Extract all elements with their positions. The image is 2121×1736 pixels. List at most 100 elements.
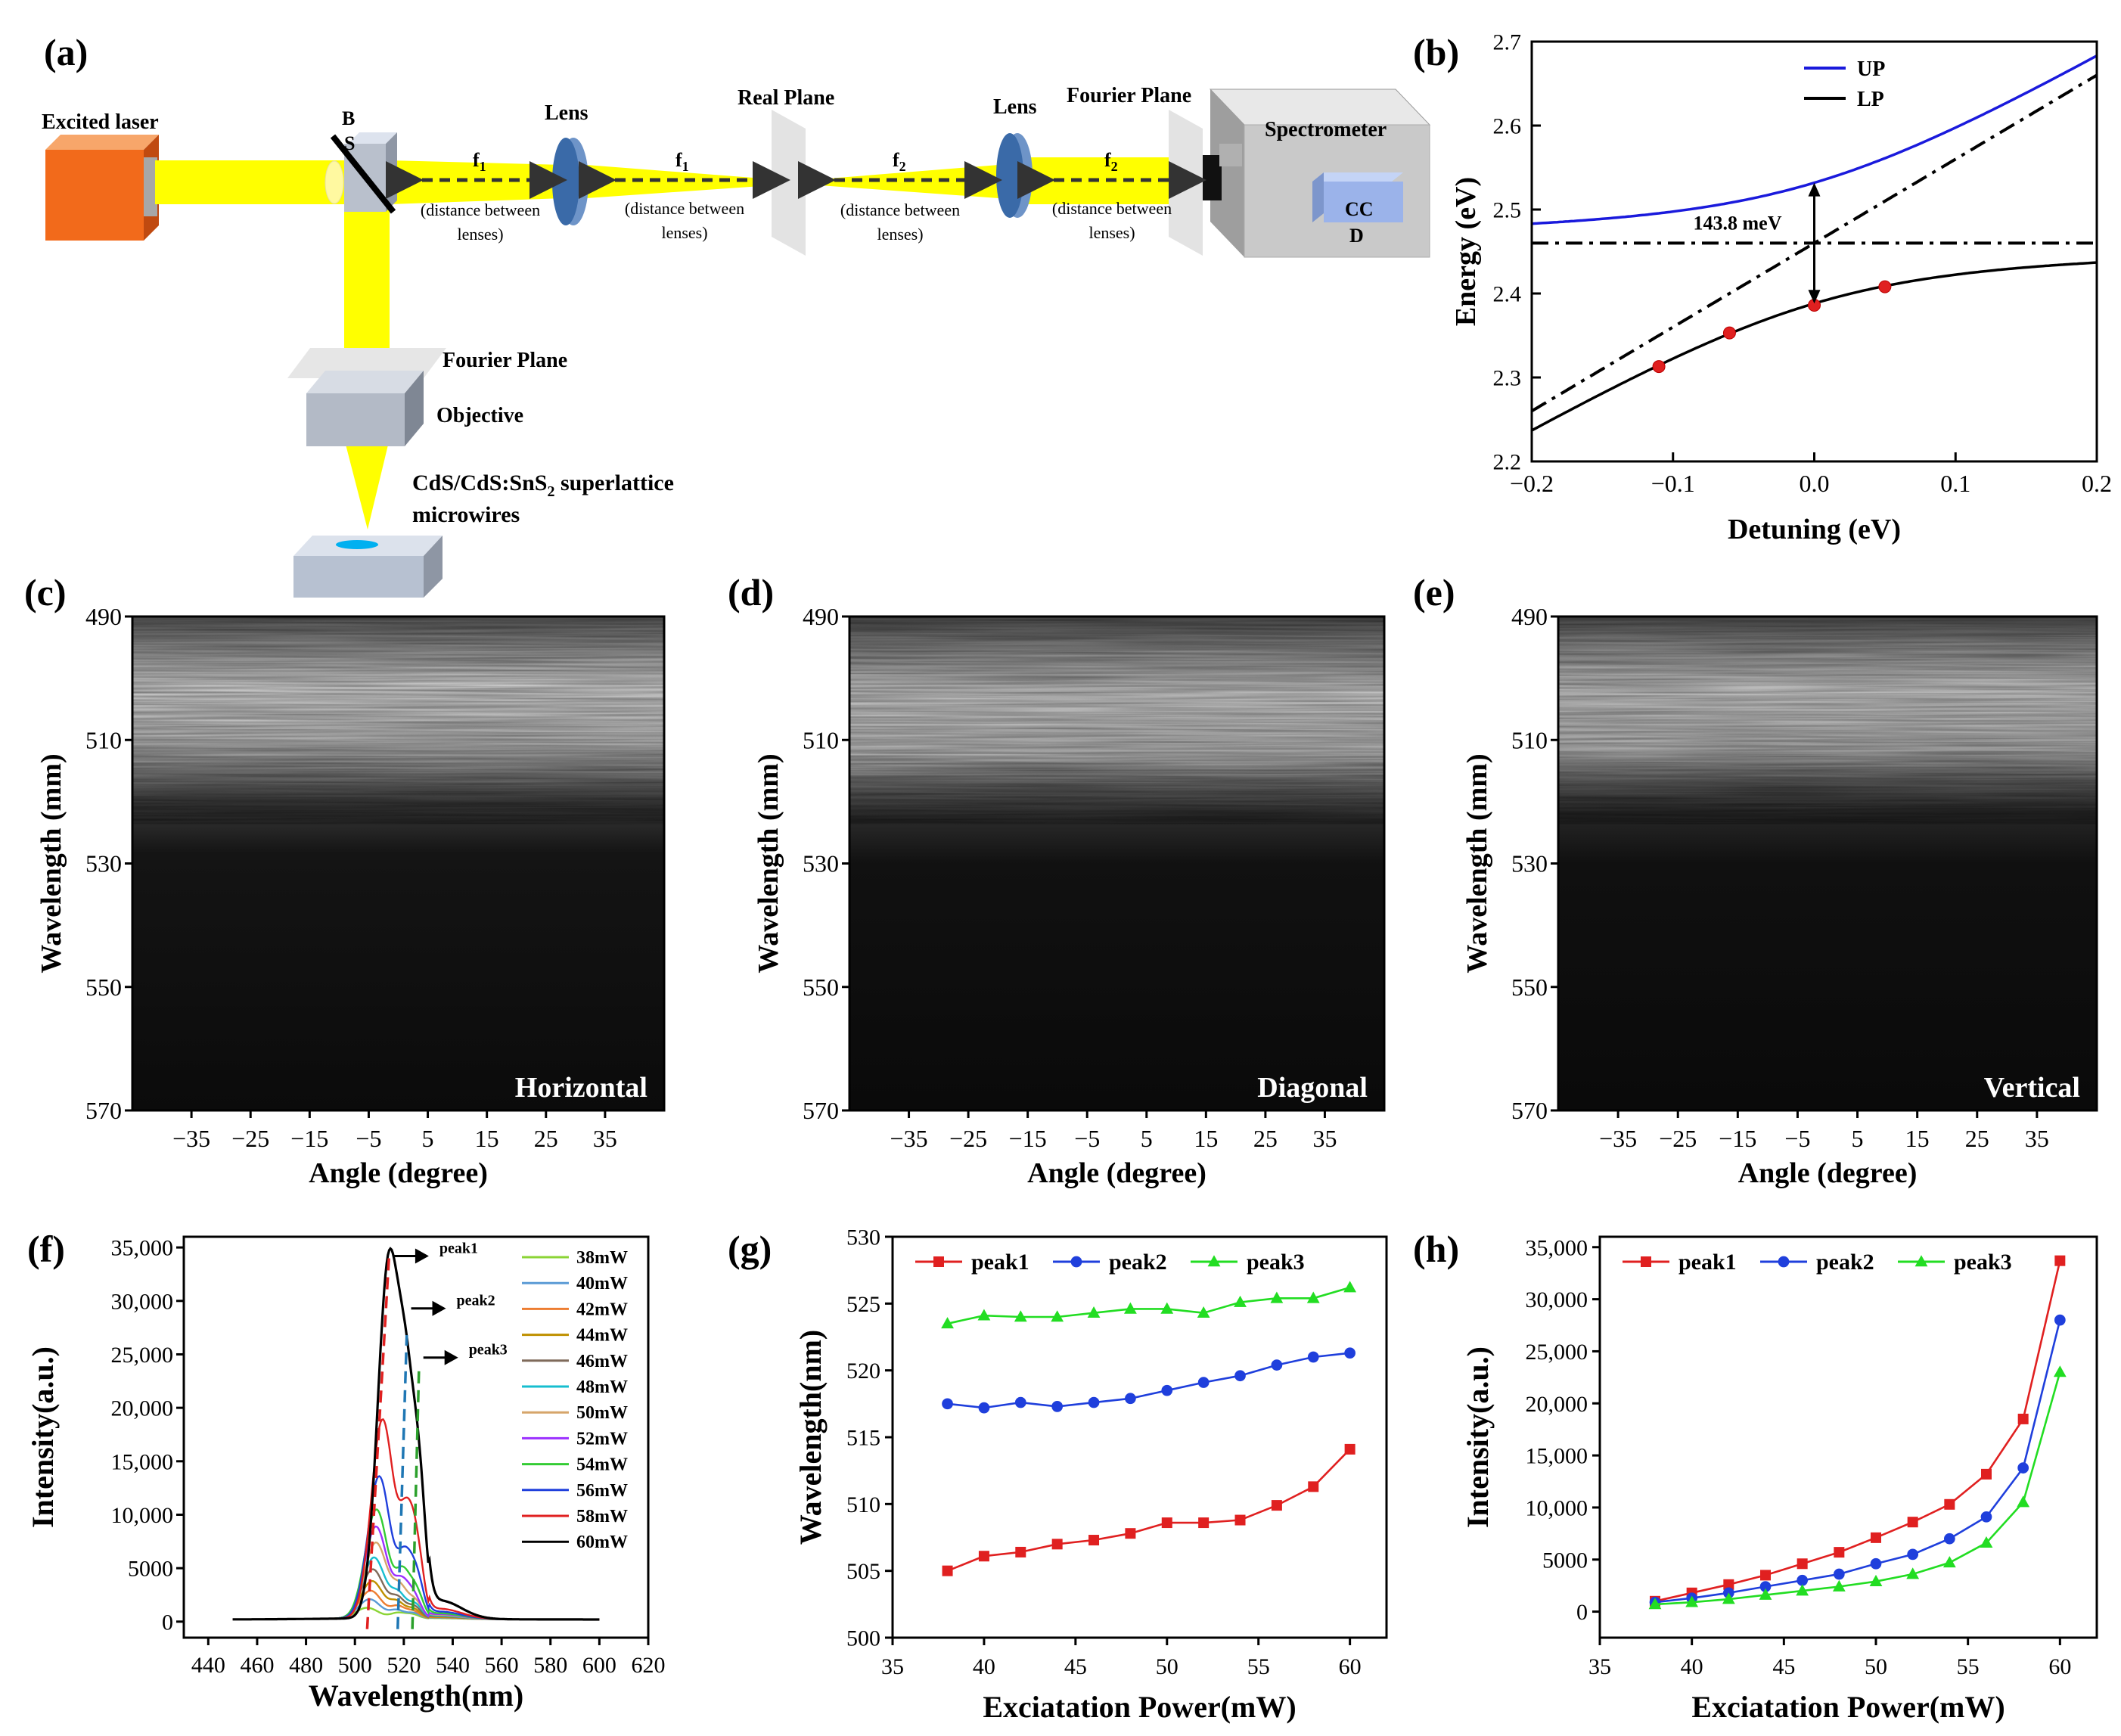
h-peak1-point [2017,1413,2029,1424]
g-peak2-point [978,1402,990,1414]
f-legend-label: 58mW [576,1507,628,1526]
h-peak3-point [1722,1592,1735,1604]
g-ytick-label: 525 [846,1292,880,1317]
excited-laser-label: Excited laser [42,110,159,134]
e-ytick-label: 510 [1511,726,1548,753]
e-xtick-label: 25 [1965,1125,1989,1152]
sample-label-line1: CdS/CdS:SnS2 superlattice [412,470,674,500]
h-ytick-label: 0 [1576,1600,1588,1625]
h-peak2-point [1796,1574,1809,1586]
excited-laser-box [45,135,159,241]
sample-substrate [293,536,443,598]
e-heatmap-texture [1558,616,2097,825]
panel-label-c: (c) [24,571,67,613]
f-spectrum-line [232,1247,600,1621]
h-peak2-point [1759,1581,1772,1592]
e-ytick-label: 550 [1511,974,1548,1001]
b-rabi-arrow-head-down [1808,290,1821,304]
b-ytick-label: 2.7 [1493,30,1522,55]
e-xtick-label: 35 [2025,1125,2049,1152]
c-xtick-label: −25 [231,1125,269,1152]
d-xtick-label: −5 [1074,1125,1100,1152]
dist-note-1b: lenses) [457,225,503,244]
f-peak2-label: peak2 [457,1293,495,1309]
c-ytick-label: 550 [85,974,122,1001]
h-legend-marker [1778,1256,1790,1268]
b-photon-line [1530,73,2098,413]
sample-post: superlattice [554,470,673,495]
h-series-peak3 [1654,1371,2061,1606]
g-ytick-label: 515 [846,1426,880,1451]
g-peak2-point [1161,1384,1173,1396]
f-spectrum-line [232,1541,600,1621]
g-peak2-point [1344,1347,1356,1359]
panel-b: (b) 143.8 meV −0.2 −0.1 0.0 0.1 0.2 2.2 2.3 2.4 2… [1413,30,2112,546]
h-peak2-point [1943,1533,1955,1545]
lens-2 [996,133,1033,218]
f1-sub-b: 1 [682,159,689,174]
g-peak2-point [1088,1396,1100,1408]
dist-note-4b: lenses) [1088,223,1135,242]
b-xtick-label: −0.2 [1510,470,1554,497]
panel-label-b: (b) [1413,31,1459,73]
b-ytick-label: 2.2 [1493,450,1522,475]
f-ytick-label: 30,000 [111,1289,174,1314]
fourier-plane-plate-top [1169,110,1203,256]
h-xtick-label: 55 [1957,1654,1980,1679]
f-xtick-label: 520 [387,1653,421,1678]
f-peak-guide [396,1334,408,1629]
f-ytick-label: 20,000 [111,1396,174,1421]
h-series-peak2 [1654,1319,2061,1604]
c-yaxis-title: Wavelength (mm) [36,753,67,973]
g-series-peak3 [947,1286,1350,1325]
c-heatmap-texture [132,616,664,825]
e-yaxis-title: Wavelength (mm) [1461,753,1493,973]
dist-note-1a: (distance between [421,200,540,219]
g-ytick-label: 510 [846,1492,880,1517]
h-peak3-point [1980,1536,1993,1548]
c-xaxis-title: Angle (degree) [309,1157,488,1189]
sample-label-line2: microwires [412,502,520,527]
panel-d: (d) Diagonal −35 −25 −15 −5 5 15 25 35 490 510 530 5… [728,571,1386,1189]
f-axes-frame [182,1235,650,1639]
f2-sub-a: 2 [899,159,906,174]
h-xtick-label: 35 [1588,1654,1611,1679]
g-xtick-label: 55 [1247,1654,1270,1679]
h-peak1-point [1834,1547,1845,1558]
d-xtick-label: −35 [890,1125,928,1152]
d-heatmap-texture [849,616,1384,825]
d-polarization-label: Diagonal [1257,1072,1368,1104]
ccd-box [1312,172,1403,222]
g-peak1-point [1125,1528,1136,1539]
chart-d: Diagonal −35 −25 −15 −5 5 15 25 35 490 510 530 550 57… [753,603,1386,1189]
svg-text:f2: f2 [1104,149,1118,174]
real-plane-label: Real Plane [738,86,834,110]
f-ytick-label: 5000 [128,1557,173,1582]
h-peak3-point [1869,1574,1883,1586]
c-polarization-label: Horizontal [515,1072,647,1104]
c-xtick-label: 5 [422,1125,434,1152]
f-legend-label: 40mW [576,1274,628,1293]
g-peak1-point [1344,1443,1356,1455]
sample-pre: CdS/CdS:SnS [412,470,547,495]
panel-h: (h) 35 40 45 50 55 60 0 5000 10,000 15,000 20,000 2… [1413,1228,2098,1724]
c-xtick-label: −35 [172,1125,210,1152]
d-xtick-label: 5 [1141,1125,1153,1152]
dist-note-3a: (distance between [840,200,960,219]
h-xaxis-title: Exciatation Power(mW) [1691,1690,2005,1724]
c-ytick-label: 490 [85,603,122,630]
g-ytick-label: 530 [846,1225,880,1250]
f-legend-label: 56mW [576,1481,628,1501]
g-peak3-point [1343,1281,1357,1293]
g-peak1-point [1198,1517,1210,1529]
panel-label-d: (d) [728,571,774,613]
g-peak3-point [1124,1302,1137,1314]
f-xtick-label: 540 [436,1653,470,1678]
h-legend-marker [1641,1256,1651,1267]
g-legend-label: peak2 [1109,1250,1167,1275]
chart-e: Vertical −35 −25 −15 −5 5 15 25 35 490 510 530 550 57… [1461,603,2098,1189]
h-peak3-point [2053,1365,2067,1377]
f-xtick-label: 500 [338,1653,372,1678]
d-ytick-label: 490 [803,603,839,630]
h-ytick-label: 25,000 [1526,1340,1588,1365]
